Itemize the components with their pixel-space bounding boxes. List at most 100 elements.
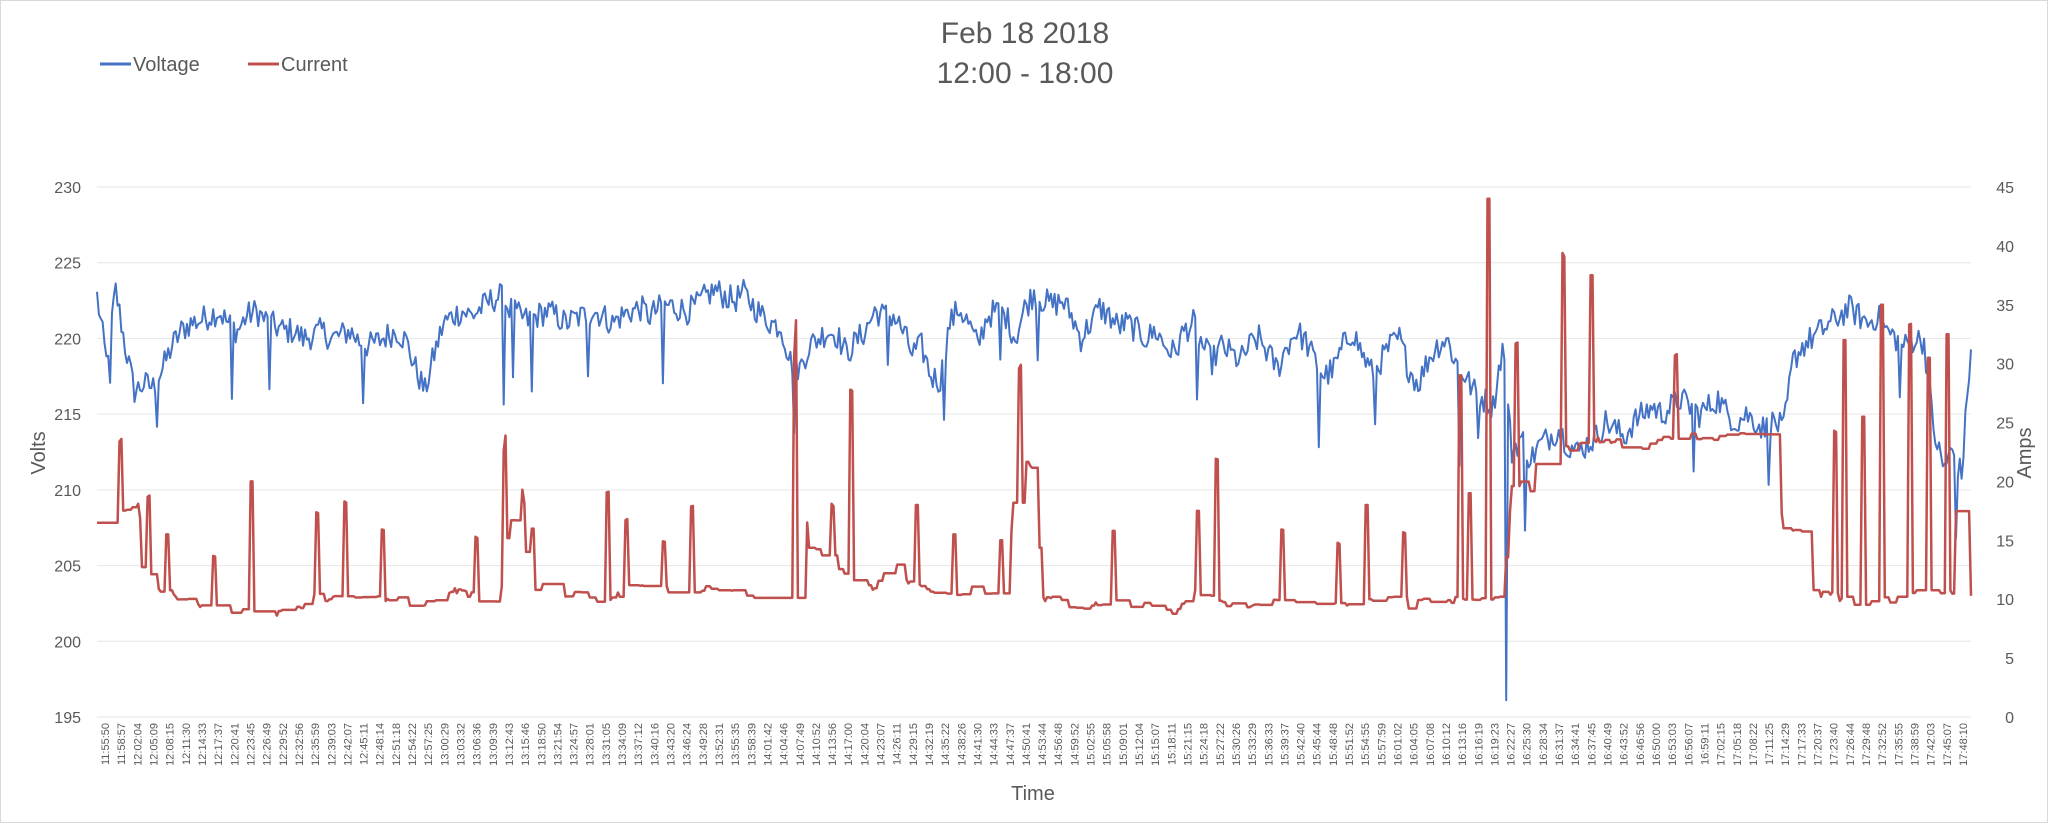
- x-tick-label: 17:20:37: [1813, 723, 1825, 766]
- x-tick-label: 14:13:56: [827, 723, 839, 766]
- y2-tick-label: 45: [1996, 180, 2014, 197]
- x-tick-label: 16:04:05: [1409, 723, 1421, 766]
- x-tick-label: 16:43:52: [1619, 723, 1631, 766]
- x-tick-label: 17:26:44: [1845, 723, 1857, 766]
- x-tick-label: 17:08:22: [1748, 723, 1760, 766]
- y-tick-label: 200: [54, 634, 81, 651]
- x-axis-title: Time: [1011, 783, 1055, 805]
- x-tick-label: 16:10:12: [1441, 723, 1453, 766]
- x-tick-label: 15:48:48: [1328, 723, 1340, 766]
- x-tick-label: 14:53:44: [1037, 723, 1049, 766]
- x-tick-label: 13:31:05: [601, 723, 613, 766]
- y2-tick-label: 0: [2005, 710, 2014, 727]
- x-tick-label: 15:02:55: [1086, 723, 1098, 766]
- legend-voltage-label: Voltage: [133, 54, 200, 76]
- x-tick-label: 14:10:52: [811, 723, 823, 766]
- x-tick-label: 11:55:50: [100, 723, 112, 765]
- x-tick-label: 12:17:37: [213, 723, 225, 766]
- chart-title-line-1: Feb 18 2018: [941, 17, 1109, 50]
- x-tick-label: 16:37:45: [1586, 723, 1598, 766]
- x-tick-label: 12:51:18: [391, 723, 403, 766]
- current-series-line: [97, 197, 1973, 617]
- y2-tick-label: 25: [1996, 416, 2014, 433]
- x-tick-label: 12:11:30: [181, 723, 193, 765]
- x-tick-label: 16:53:03: [1667, 723, 1679, 766]
- y-tick-label: 230: [54, 180, 81, 197]
- x-tick-label: 15:21:15: [1182, 723, 1194, 766]
- x-tick-label: 15:57:59: [1376, 723, 1388, 766]
- x-tick-label: 12:48:14: [375, 723, 387, 766]
- x-axis-ticks: 11:55:50 11:58:57 12:02:04 12:05:09 12:08:15…: [100, 723, 1970, 766]
- x-tick-label: 16:31:37: [1554, 723, 1566, 766]
- y2-tick-label: 5: [2005, 651, 2014, 668]
- x-tick-label: 16:22:27: [1506, 723, 1518, 766]
- x-tick-label: 15:24:18: [1199, 723, 1211, 766]
- x-tick-label: 14:26:11: [892, 723, 904, 765]
- x-tick-label: 17:29:48: [1861, 723, 1873, 766]
- x-tick-label: 13:18:50: [536, 723, 548, 766]
- x-tick-label: 15:33:29: [1247, 723, 1259, 766]
- x-tick-label: 17:42:03: [1926, 723, 1938, 766]
- x-tick-label: 16:50:00: [1651, 723, 1663, 766]
- chart-title-line-2: 12:00 - 18:00: [937, 57, 1114, 90]
- y2-tick-label: 35: [1996, 298, 2014, 315]
- x-tick-label: 17:02:15: [1716, 723, 1728, 766]
- x-tick-label: 16:28:34: [1538, 723, 1550, 766]
- x-tick-label: 15:05:58: [1102, 723, 1114, 766]
- x-tick-label: 14:38:26: [956, 723, 968, 766]
- x-tick-label: 17:32:52: [1877, 723, 1889, 766]
- x-tick-label: 12:05:09: [149, 723, 161, 766]
- x-tick-label: 14:56:48: [1053, 723, 1065, 766]
- voltage-series-line: [96, 278, 1972, 702]
- series-layer: [96, 197, 1973, 702]
- x-tick-label: 14:32:19: [924, 723, 936, 766]
- y2-tick-label: 10: [1996, 592, 2014, 609]
- x-tick-label: 15:45:44: [1312, 723, 1324, 766]
- x-tick-label: 11:58:57: [116, 723, 128, 765]
- x-tick-label: 13:28:01: [585, 723, 597, 766]
- x-tick-label: 16:25:30: [1522, 723, 1534, 766]
- right-axis-ticks: 0 5 10 15 20 25 30 35 40 45: [1996, 180, 2014, 727]
- x-tick-label: 13:37:12: [633, 723, 645, 766]
- x-tick-label: 14:47:37: [1005, 723, 1017, 766]
- x-tick-label: 15:39:37: [1279, 723, 1291, 766]
- x-tick-label: 16:01:02: [1392, 723, 1404, 766]
- x-tick-label: 14:17:00: [843, 723, 855, 766]
- y-tick-label: 220: [54, 331, 81, 348]
- x-tick-label: 15:36:33: [1263, 723, 1275, 766]
- x-tick-label: 16:34:41: [1570, 723, 1582, 766]
- x-tick-label: 16:46:56: [1635, 723, 1647, 766]
- y2-tick-label: 40: [1996, 239, 2014, 256]
- x-tick-label: 13:09:39: [488, 723, 500, 766]
- legend: Voltage Current: [100, 54, 348, 76]
- x-tick-label: 15:42:40: [1296, 723, 1308, 766]
- x-tick-label: 16:07:08: [1425, 723, 1437, 766]
- x-tick-label: 15:54:55: [1360, 723, 1372, 766]
- x-tick-label: 13:46:24: [682, 723, 694, 766]
- x-tick-label: 12:08:15: [165, 723, 177, 766]
- x-tick-label: 15:51:52: [1344, 723, 1356, 766]
- x-tick-label: 13:40:16: [649, 723, 661, 766]
- x-tick-label: 12:29:52: [278, 723, 290, 766]
- x-tick-label: 12:23:45: [245, 723, 257, 766]
- x-tick-label: 13:21:54: [552, 723, 564, 766]
- x-tick-label: 16:40:49: [1603, 723, 1615, 766]
- x-tick-label: 13:43:20: [666, 723, 678, 766]
- x-tick-label: 14:50:41: [1021, 723, 1033, 766]
- x-tick-label: 13:55:35: [730, 723, 742, 766]
- x-tick-label: 16:16:19: [1473, 723, 1485, 766]
- y-tick-label: 210: [54, 483, 81, 500]
- x-tick-label: 17:11:25: [1764, 723, 1776, 765]
- x-tick-label: 14:23:07: [876, 723, 888, 766]
- x-tick-label: 14:04:46: [779, 723, 791, 766]
- x-tick-label: 14:20:04: [859, 723, 871, 766]
- x-tick-label: 12:35:59: [310, 723, 322, 766]
- y2-tick-label: 20: [1996, 474, 2014, 491]
- x-tick-label: 14:41:30: [972, 723, 984, 766]
- x-tick-label: 16:56:07: [1683, 723, 1695, 766]
- y-tick-label: 195: [54, 710, 81, 727]
- x-tick-label: 16:13:16: [1457, 723, 1469, 766]
- x-tick-label: 13:34:09: [617, 723, 629, 766]
